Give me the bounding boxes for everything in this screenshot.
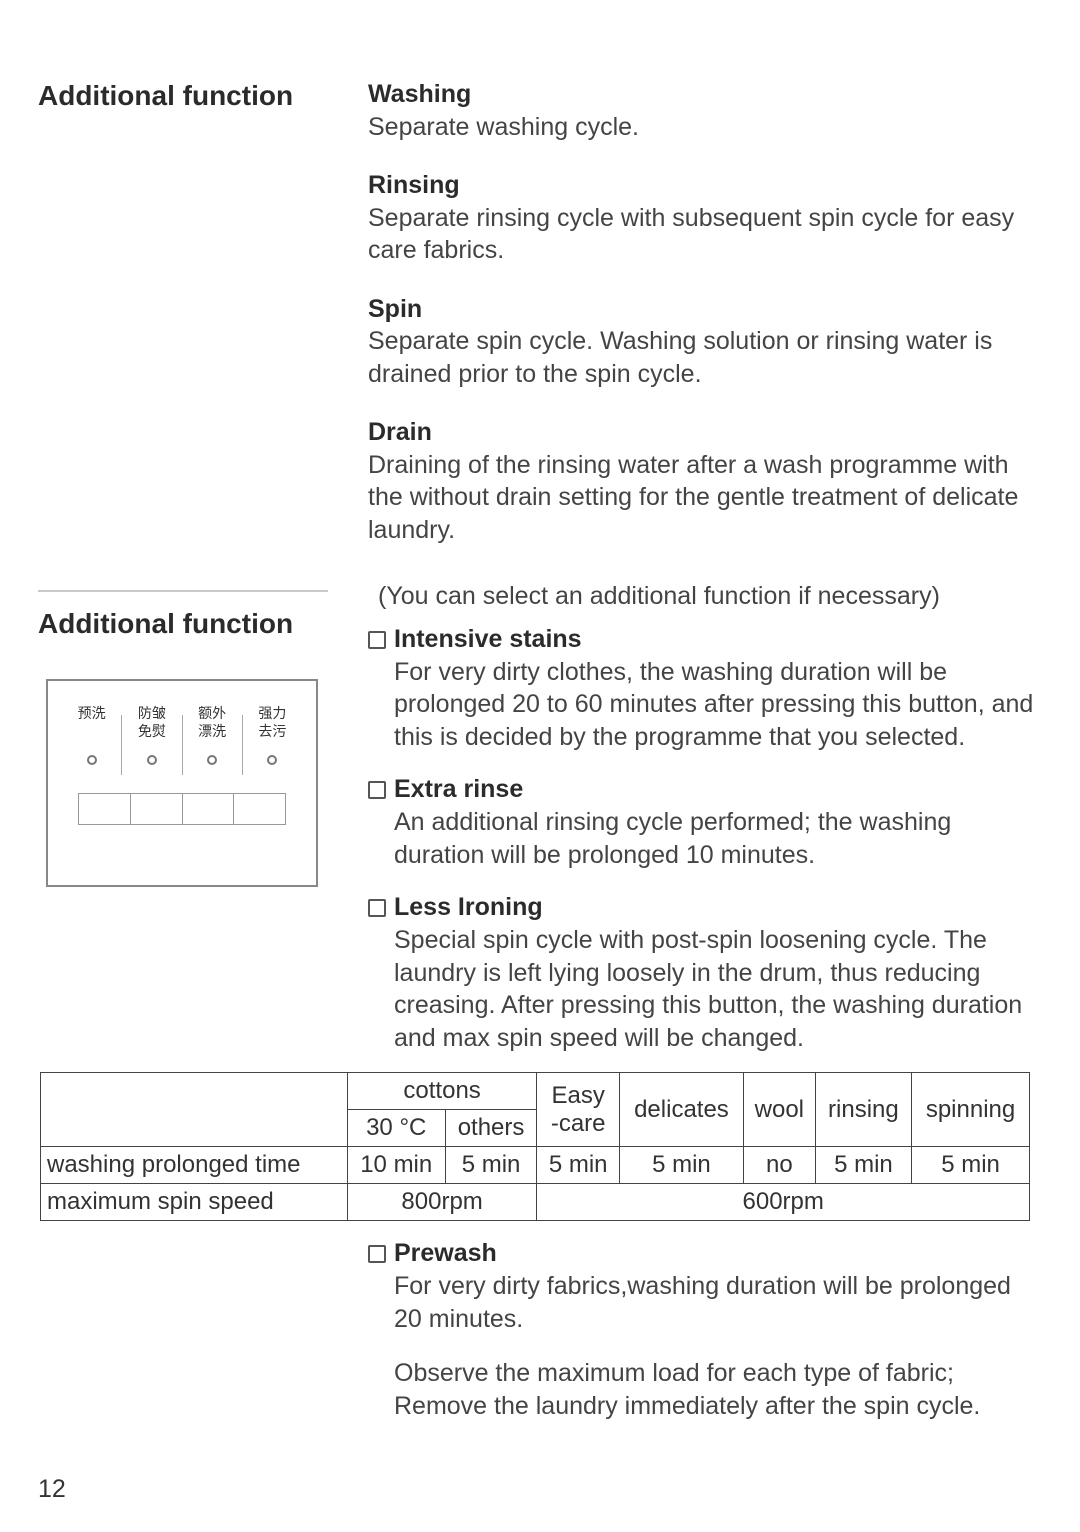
func-rinsing-title: Rinsing xyxy=(368,169,1042,202)
spec-table: cottons Easy -care delicates wool rinsin… xyxy=(40,1072,1030,1221)
checkbox-icon xyxy=(368,631,386,649)
r1-easy: 5 min xyxy=(537,1147,620,1184)
opt-prewash: Prewash xyxy=(368,1239,1042,1268)
func-washing-title: Washing xyxy=(368,78,1042,111)
opt-intensive: Intensive stains xyxy=(368,625,1042,654)
panel-btn-1-l1: 预洗 xyxy=(78,705,106,723)
panel-led-1 xyxy=(87,755,97,765)
panel-btn-3-l2: 漂洗 xyxy=(198,723,226,741)
panel-key-4 xyxy=(234,794,285,824)
th-cottons: cottons xyxy=(347,1073,537,1110)
panel-btn-3-l1: 额外 xyxy=(198,705,226,723)
th-wool: wool xyxy=(743,1073,815,1147)
r2-rest: 600rpm xyxy=(537,1184,1030,1221)
heading-additional-1: Additional function xyxy=(38,78,368,113)
th-delicates: delicates xyxy=(619,1073,743,1147)
r1-c30: 10 min xyxy=(347,1147,445,1184)
panel-led-3 xyxy=(207,755,217,765)
func-washing-desc: Separate washing cycle. xyxy=(368,111,1042,144)
section-additional-1: Additional function Washing Separate was… xyxy=(38,78,1042,572)
func-drain-title: Drain xyxy=(368,416,1042,449)
panel-key-2 xyxy=(131,794,183,824)
page-number: 12 xyxy=(38,1475,66,1504)
th-30c: 30 °C xyxy=(347,1110,445,1147)
r1-spinning: 5 min xyxy=(912,1147,1030,1184)
panel-led-4 xyxy=(267,755,277,765)
r1-others: 5 min xyxy=(445,1147,537,1184)
func-rinsing: Rinsing Separate rinsing cycle with subs… xyxy=(368,169,1042,267)
opt-extra-desc: An additional rinsing cycle performed; t… xyxy=(394,806,1042,871)
panel-key-1 xyxy=(79,794,131,824)
th-others: others xyxy=(445,1110,537,1147)
section-additional-2: Additional function 预洗 防皱免熨 额外漂洗 xyxy=(38,580,1042,1062)
opt-intensive-title: Intensive stains xyxy=(394,625,582,654)
panel-btn-2-l1: 防皱 xyxy=(138,705,166,723)
section-prewash: Prewash For very dirty fabrics,washing d… xyxy=(38,1239,1042,1444)
r1-rinsing: 5 min xyxy=(815,1147,911,1184)
opt-extra-title: Extra rinse xyxy=(394,775,523,804)
panel-btn-4-l1: 强力 xyxy=(258,705,286,723)
section-divider xyxy=(38,590,328,592)
r1-label: washing prolonged time xyxy=(41,1147,348,1184)
panel-btn-2-l2: 免熨 xyxy=(138,723,166,741)
panel-btn-1: 预洗 xyxy=(62,705,121,775)
panel-btn-4-l2: 去污 xyxy=(258,723,286,741)
r1-wool: no xyxy=(743,1147,815,1184)
th-spinning: spinning xyxy=(912,1073,1030,1147)
func-drain: Drain Draining of the rinsing water afte… xyxy=(368,416,1042,546)
checkbox-icon xyxy=(368,781,386,799)
func-spin-title: Spin xyxy=(368,293,1042,326)
r1-delicates: 5 min xyxy=(619,1147,743,1184)
checkbox-icon xyxy=(368,1245,386,1263)
opt-prewash-desc: For very dirty fabrics,washing duration … xyxy=(394,1270,1042,1335)
th-blank xyxy=(41,1073,348,1147)
footer-note: Observe the maximum load for each type o… xyxy=(394,1357,1042,1422)
opt-extra: Extra rinse xyxy=(368,775,1042,804)
opt-prewash-title: Prewash xyxy=(394,1239,497,1268)
panel-btn-2: 防皱免熨 xyxy=(122,705,181,775)
control-panel-diagram: 预洗 防皱免熨 额外漂洗 强力去污 xyxy=(46,679,318,887)
opt-less: Less Ironing xyxy=(368,893,1042,922)
select-note: (You can select an additional function i… xyxy=(378,580,1042,613)
table-row: maximum spin speed 800rpm 600rpm xyxy=(41,1184,1030,1221)
panel-btn-4: 强力去污 xyxy=(243,705,302,775)
panel-key-3 xyxy=(183,794,235,824)
r2-label: maximum spin speed xyxy=(41,1184,348,1221)
opt-less-desc: Special spin cycle with post-spin loosen… xyxy=(394,924,1042,1054)
r2-cottons: 800rpm xyxy=(347,1184,537,1221)
panel-btn-3: 额外漂洗 xyxy=(183,705,242,775)
checkbox-icon xyxy=(368,899,386,917)
panel-led-2 xyxy=(147,755,157,765)
opt-intensive-desc: For very dirty clothes, the washing dura… xyxy=(394,656,1042,754)
opt-less-title: Less Ironing xyxy=(394,893,543,922)
panel-key-row xyxy=(78,793,286,825)
func-drain-desc: Draining of the rinsing water after a wa… xyxy=(368,449,1042,547)
th-rinsing: rinsing xyxy=(815,1073,911,1147)
th-easy: Easy -care xyxy=(537,1073,620,1147)
func-rinsing-desc: Separate rinsing cycle with subsequent s… xyxy=(368,202,1042,267)
table-row: washing prolonged time 10 min 5 min 5 mi… xyxy=(41,1147,1030,1184)
func-washing: Washing Separate washing cycle. xyxy=(368,78,1042,143)
func-spin: Spin Separate spin cycle. Washing soluti… xyxy=(368,293,1042,391)
func-spin-desc: Separate spin cycle. Washing solution or… xyxy=(368,325,1042,390)
heading-additional-2: Additional function xyxy=(38,606,368,641)
